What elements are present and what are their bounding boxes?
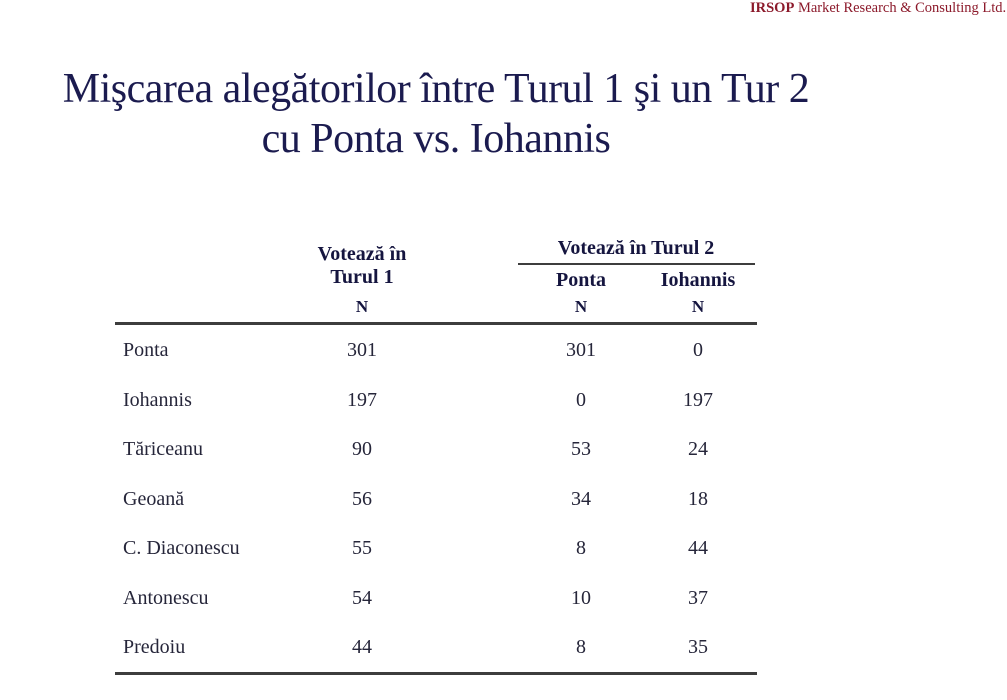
column-group-header-turul2: Votează în Turul 2 xyxy=(557,237,715,259)
group-header-underline xyxy=(518,263,755,265)
brand-tagline: Market Research & Consulting Ltd. xyxy=(794,0,1007,16)
cell-ponta: 34 xyxy=(571,487,591,510)
column-header-turul1-line2: Turul 1 xyxy=(330,266,394,288)
column-header-turul1: Votează în Turul 1 xyxy=(318,243,407,289)
n-label-ponta: N xyxy=(574,297,588,316)
page-title-line1: Mişcarea alegătorilor între Turul 1 şi u… xyxy=(62,66,810,112)
table-row: Predoiu 44 8 35 xyxy=(115,623,757,673)
cell-turul1: 55 xyxy=(352,537,372,559)
column-header-turul1-line1: Votează în xyxy=(317,243,407,265)
n-label-turul1: N xyxy=(355,297,369,316)
brand-name: IRSOP xyxy=(750,0,795,16)
n-label-iohannis: N xyxy=(691,297,705,316)
table-row: Geoană 56 34 18 xyxy=(115,475,757,525)
table-row: Antonescu 54 10 37 xyxy=(115,574,757,624)
page-title-line2: cu Ponta vs. Iohannis xyxy=(261,116,611,162)
cell-turul1: 54 xyxy=(352,586,372,609)
voter-movement-table: Votează în Turul 1 Votează în Turul 2 Po… xyxy=(115,237,757,675)
row-label: C. Diaconescu xyxy=(123,537,240,559)
cell-turul1: 44 xyxy=(352,636,372,658)
cell-iohannis: 24 xyxy=(688,438,708,460)
page-title: Mişcarea alegătorilor între Turul 1 şi u… xyxy=(0,64,872,164)
subheader-ponta: Ponta xyxy=(556,269,606,291)
table-body: Ponta 301 301 0 Iohannis 197 0 197 Tăric… xyxy=(115,326,757,673)
cell-iohannis: 37 xyxy=(688,586,708,609)
row-label: Ponta xyxy=(123,339,169,361)
row-label: Geoană xyxy=(123,487,185,510)
cell-ponta: 301 xyxy=(566,339,596,361)
row-label: Tăriceanu xyxy=(123,438,203,460)
subheader-iohannis: Iohannis xyxy=(660,269,736,291)
cell-ponta: 8 xyxy=(576,636,586,658)
cell-ponta: 0 xyxy=(576,388,586,411)
row-label: Predoiu xyxy=(123,636,186,658)
row-label: Antonescu xyxy=(123,586,209,609)
cell-turul1: 197 xyxy=(347,388,377,411)
row-label: Iohannis xyxy=(123,388,192,411)
table-header-rule xyxy=(115,322,757,325)
cell-ponta: 8 xyxy=(576,537,586,559)
table-row: Tăriceanu 90 53 24 xyxy=(115,425,757,475)
cell-ponta: 53 xyxy=(571,438,591,460)
cell-turul1: 90 xyxy=(352,438,372,460)
table-row: C. Diaconescu 55 8 44 xyxy=(115,524,757,574)
cell-turul1: 301 xyxy=(347,339,377,361)
table-bottom-rule xyxy=(115,672,757,675)
cell-iohannis: 18 xyxy=(688,487,708,510)
cell-iohannis: 44 xyxy=(688,537,708,559)
cell-ponta: 10 xyxy=(571,586,591,609)
cell-iohannis: 197 xyxy=(683,388,713,411)
cell-iohannis: 35 xyxy=(688,636,708,658)
brand-line: IRSOP Market Research & Consulting Ltd. xyxy=(750,0,1006,17)
table-row: Ponta 301 301 0 xyxy=(115,326,757,376)
cell-turul1: 56 xyxy=(352,487,372,510)
cell-iohannis: 0 xyxy=(693,339,703,361)
table-row: Iohannis 197 0 197 xyxy=(115,376,757,426)
